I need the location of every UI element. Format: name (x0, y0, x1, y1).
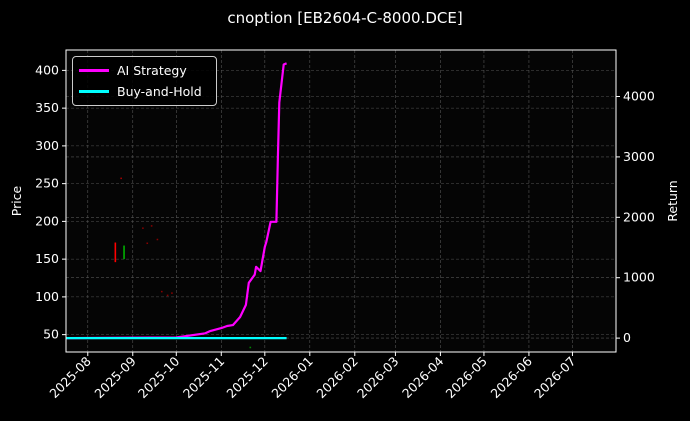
y-tick-label-left: 400 (35, 62, 59, 77)
y-tick-label-left: 350 (35, 100, 59, 115)
x-tick-label: 2026-05 (443, 354, 491, 402)
chart-title: cnoption [EB2604-C-8000.DCE] (227, 9, 463, 27)
y-tick-label-left: 100 (35, 289, 59, 304)
x-tick-label: 2026-03 (354, 354, 402, 402)
x-tick-label: 2026-07 (531, 354, 579, 402)
legend-swatch (79, 89, 109, 93)
y-tick-label-left: 50 (43, 327, 59, 342)
y-axis-label-right: Return (665, 180, 680, 221)
y-tick-label-left: 150 (35, 251, 59, 266)
legend-item-ai-strategy: AI Strategy (79, 62, 187, 78)
legend-swatch (79, 68, 109, 72)
y-tick-label-right: 1000 (623, 270, 655, 285)
legend-label: Buy-and-Hold (117, 83, 202, 99)
x-tick-label: 2025-09 (91, 353, 139, 401)
y-tick-label-right: 0 (623, 330, 631, 345)
y-tick-label-left: 300 (35, 138, 59, 153)
y-tick-label-left: 200 (35, 213, 59, 228)
y-tick-label-right: 3000 (623, 149, 655, 164)
x-tick-label: 2026-04 (399, 353, 447, 401)
x-tick-label: 2026-01 (268, 354, 316, 402)
x-tick-label: 2025-10 (135, 353, 183, 401)
series-line-ai-strategy (65, 62, 288, 340)
y-tick-label-right: 2000 (623, 209, 655, 224)
legend: AI Strategy Buy-and-Hold (72, 56, 217, 106)
y-axis-label-left: Price (9, 185, 24, 216)
y-tick-label-left: 250 (35, 176, 59, 191)
x-tick-label: 2025-08 (46, 353, 94, 401)
x-tick-label: 2025-12 (223, 354, 271, 402)
plot-frame (65, 49, 617, 353)
x-tick-label: 2026-06 (488, 353, 536, 401)
y-tick-label-right: 4000 (623, 89, 655, 104)
legend-label: AI Strategy (117, 62, 187, 78)
legend-item-buy-and-hold: Buy-and-Hold (79, 83, 202, 99)
x-tick-label: 2025-11 (180, 354, 228, 402)
x-tick-label: 2026-02 (313, 354, 361, 402)
